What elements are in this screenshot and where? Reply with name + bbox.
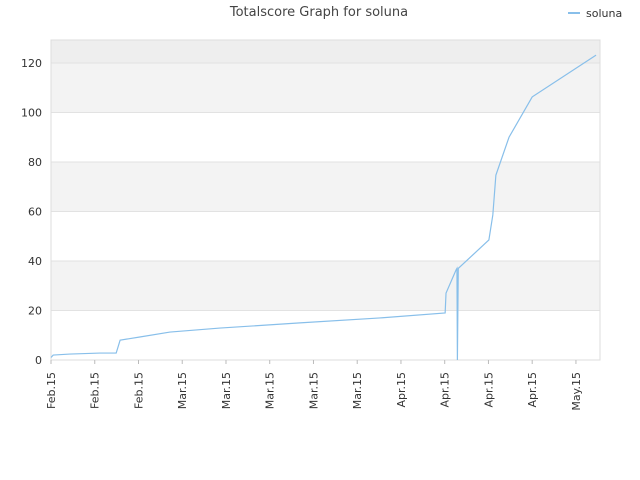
x-tick-label: Mar.15 bbox=[351, 372, 364, 409]
data-line bbox=[50, 54, 597, 361]
y-tick-label: 80 bbox=[28, 156, 42, 169]
y-tick-label: 120 bbox=[21, 57, 42, 70]
legend-label: soluna bbox=[586, 7, 622, 20]
y-tick-label: 20 bbox=[28, 305, 42, 318]
x-tick-label: Apr.15 bbox=[482, 372, 495, 408]
x-tick-label: Apr.15 bbox=[526, 372, 539, 408]
x-tick-label: Mar.15 bbox=[307, 372, 320, 409]
x-tick-label: Mar.15 bbox=[220, 372, 233, 409]
x-tick-label: Feb.15 bbox=[132, 372, 145, 409]
plot-band bbox=[51, 310, 600, 360]
plot-band bbox=[51, 63, 600, 113]
plot-band bbox=[51, 112, 600, 163]
plot-band bbox=[51, 261, 600, 311]
y-tick-label: 60 bbox=[28, 206, 42, 219]
x-tick-label: Apr.15 bbox=[395, 372, 408, 408]
y-tick-label: 40 bbox=[28, 255, 42, 268]
y-tick-label: 100 bbox=[21, 107, 42, 120]
x-tick-label: Mar.15 bbox=[176, 372, 189, 409]
x-tick-label: Feb.15 bbox=[89, 372, 102, 409]
x-tick-label: Apr.15 bbox=[439, 372, 452, 408]
plot-band bbox=[51, 211, 600, 262]
chart-title: Totalscore Graph for soluna bbox=[229, 5, 408, 20]
x-tick-label: Feb.15 bbox=[45, 372, 58, 409]
x-tick-label: Mar.15 bbox=[264, 372, 277, 409]
plot-border bbox=[50, 39, 601, 361]
plot-band bbox=[51, 162, 600, 212]
x-tick-label: May.15 bbox=[570, 372, 583, 411]
y-tick-label: 0 bbox=[35, 354, 42, 367]
